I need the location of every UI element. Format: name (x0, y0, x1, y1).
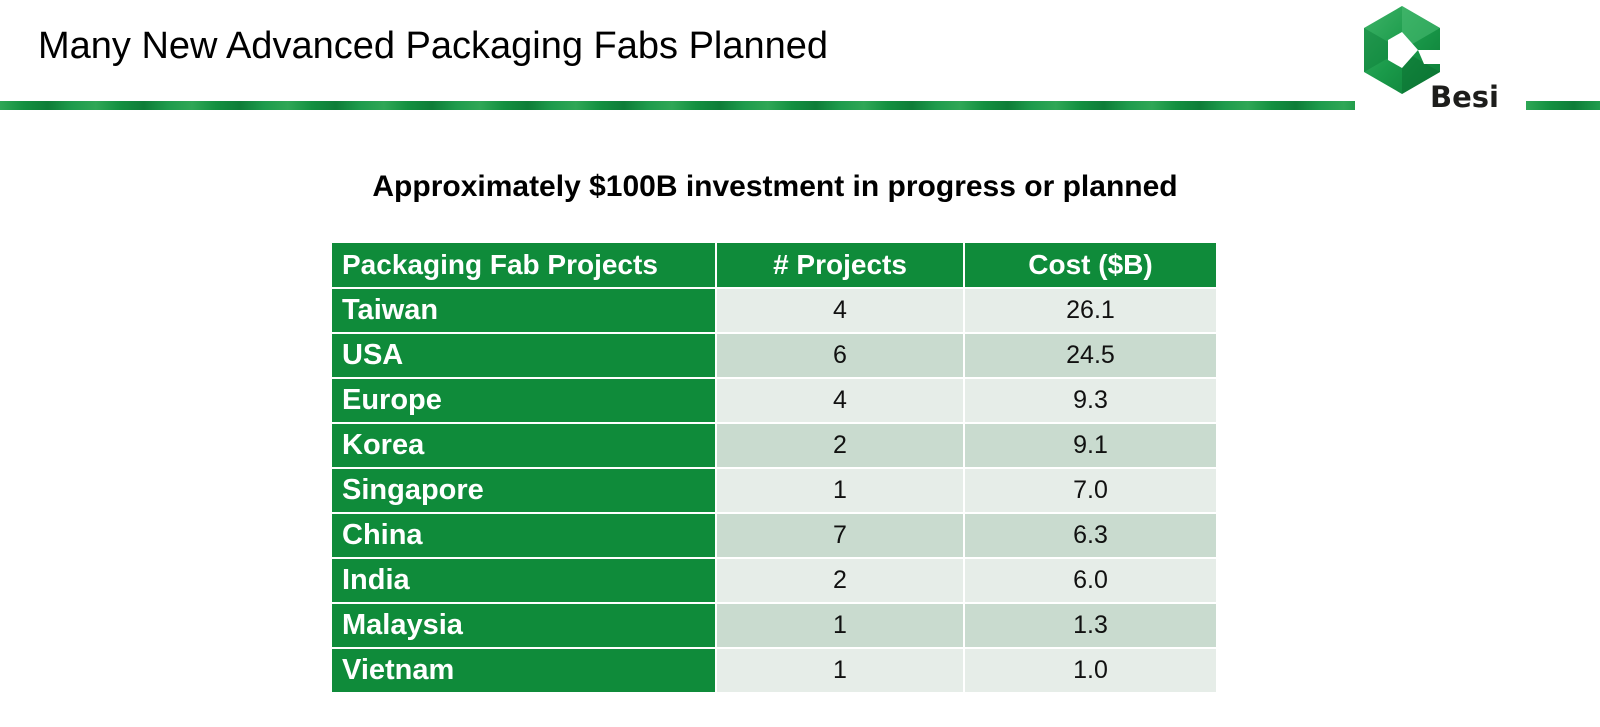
region-cell: China (332, 513, 717, 559)
slide-title: Many New Advanced Packaging Fabs Planned (38, 25, 829, 67)
projects-cell: 1 (716, 648, 965, 694)
title-divider (0, 101, 1355, 110)
besi-logo-text: Besi (1430, 80, 1499, 114)
projects-cell: 4 (716, 378, 965, 424)
column-header-projects: # Projects (716, 243, 965, 289)
region-cell: Malaysia (332, 603, 717, 649)
projects-cell: 7 (716, 513, 965, 559)
table-row: Malaysia 1 1.3 (332, 603, 1218, 649)
region-cell: India (332, 558, 717, 604)
table-row: USA 6 24.5 (332, 333, 1218, 379)
cost-cell: 6.0 (964, 558, 1218, 604)
column-header-cost: Cost ($B) (964, 243, 1218, 289)
region-cell: Taiwan (332, 288, 717, 334)
region-cell: Vietnam (332, 648, 717, 694)
cost-cell: 9.1 (964, 423, 1218, 469)
projects-cell: 6 (716, 333, 965, 379)
besi-logo: Besi (1362, 4, 1518, 114)
cost-cell: 9.3 (964, 378, 1218, 424)
region-cell: Europe (332, 378, 717, 424)
cost-cell: 1.3 (964, 603, 1218, 649)
table-row: Taiwan 4 26.1 (332, 288, 1218, 334)
region-cell: Singapore (332, 468, 717, 514)
table-subtitle: Approximately $100B investment in progre… (372, 170, 1178, 203)
table-row: China 7 6.3 (332, 513, 1218, 559)
table-row: Europe 4 9.3 (332, 378, 1218, 424)
besi-hexagon-logo-icon (1364, 6, 1440, 94)
projects-cell: 1 (716, 468, 965, 514)
cost-cell: 7.0 (964, 468, 1218, 514)
projects-cell: 1 (716, 603, 965, 649)
table-row: India 2 6.0 (332, 558, 1218, 604)
title-divider-end (1526, 101, 1600, 110)
region-cell: USA (332, 333, 717, 379)
cost-cell: 24.5 (964, 333, 1218, 379)
fab-projects-table: Packaging Fab Projects # Projects Cost (… (332, 243, 1218, 694)
cost-cell: 26.1 (964, 288, 1218, 334)
table-row: Singapore 1 7.0 (332, 468, 1218, 514)
projects-cell: 4 (716, 288, 965, 334)
column-header-region: Packaging Fab Projects (332, 243, 717, 289)
cost-cell: 1.0 (964, 648, 1218, 694)
cost-cell: 6.3 (964, 513, 1218, 559)
projects-cell: 2 (716, 423, 965, 469)
table-row: Korea 2 9.1 (332, 423, 1218, 469)
projects-cell: 2 (716, 558, 965, 604)
table-header-row: Packaging Fab Projects # Projects Cost (… (332, 243, 1218, 289)
region-cell: Korea (332, 423, 717, 469)
table-row: Vietnam 1 1.0 (332, 648, 1218, 694)
